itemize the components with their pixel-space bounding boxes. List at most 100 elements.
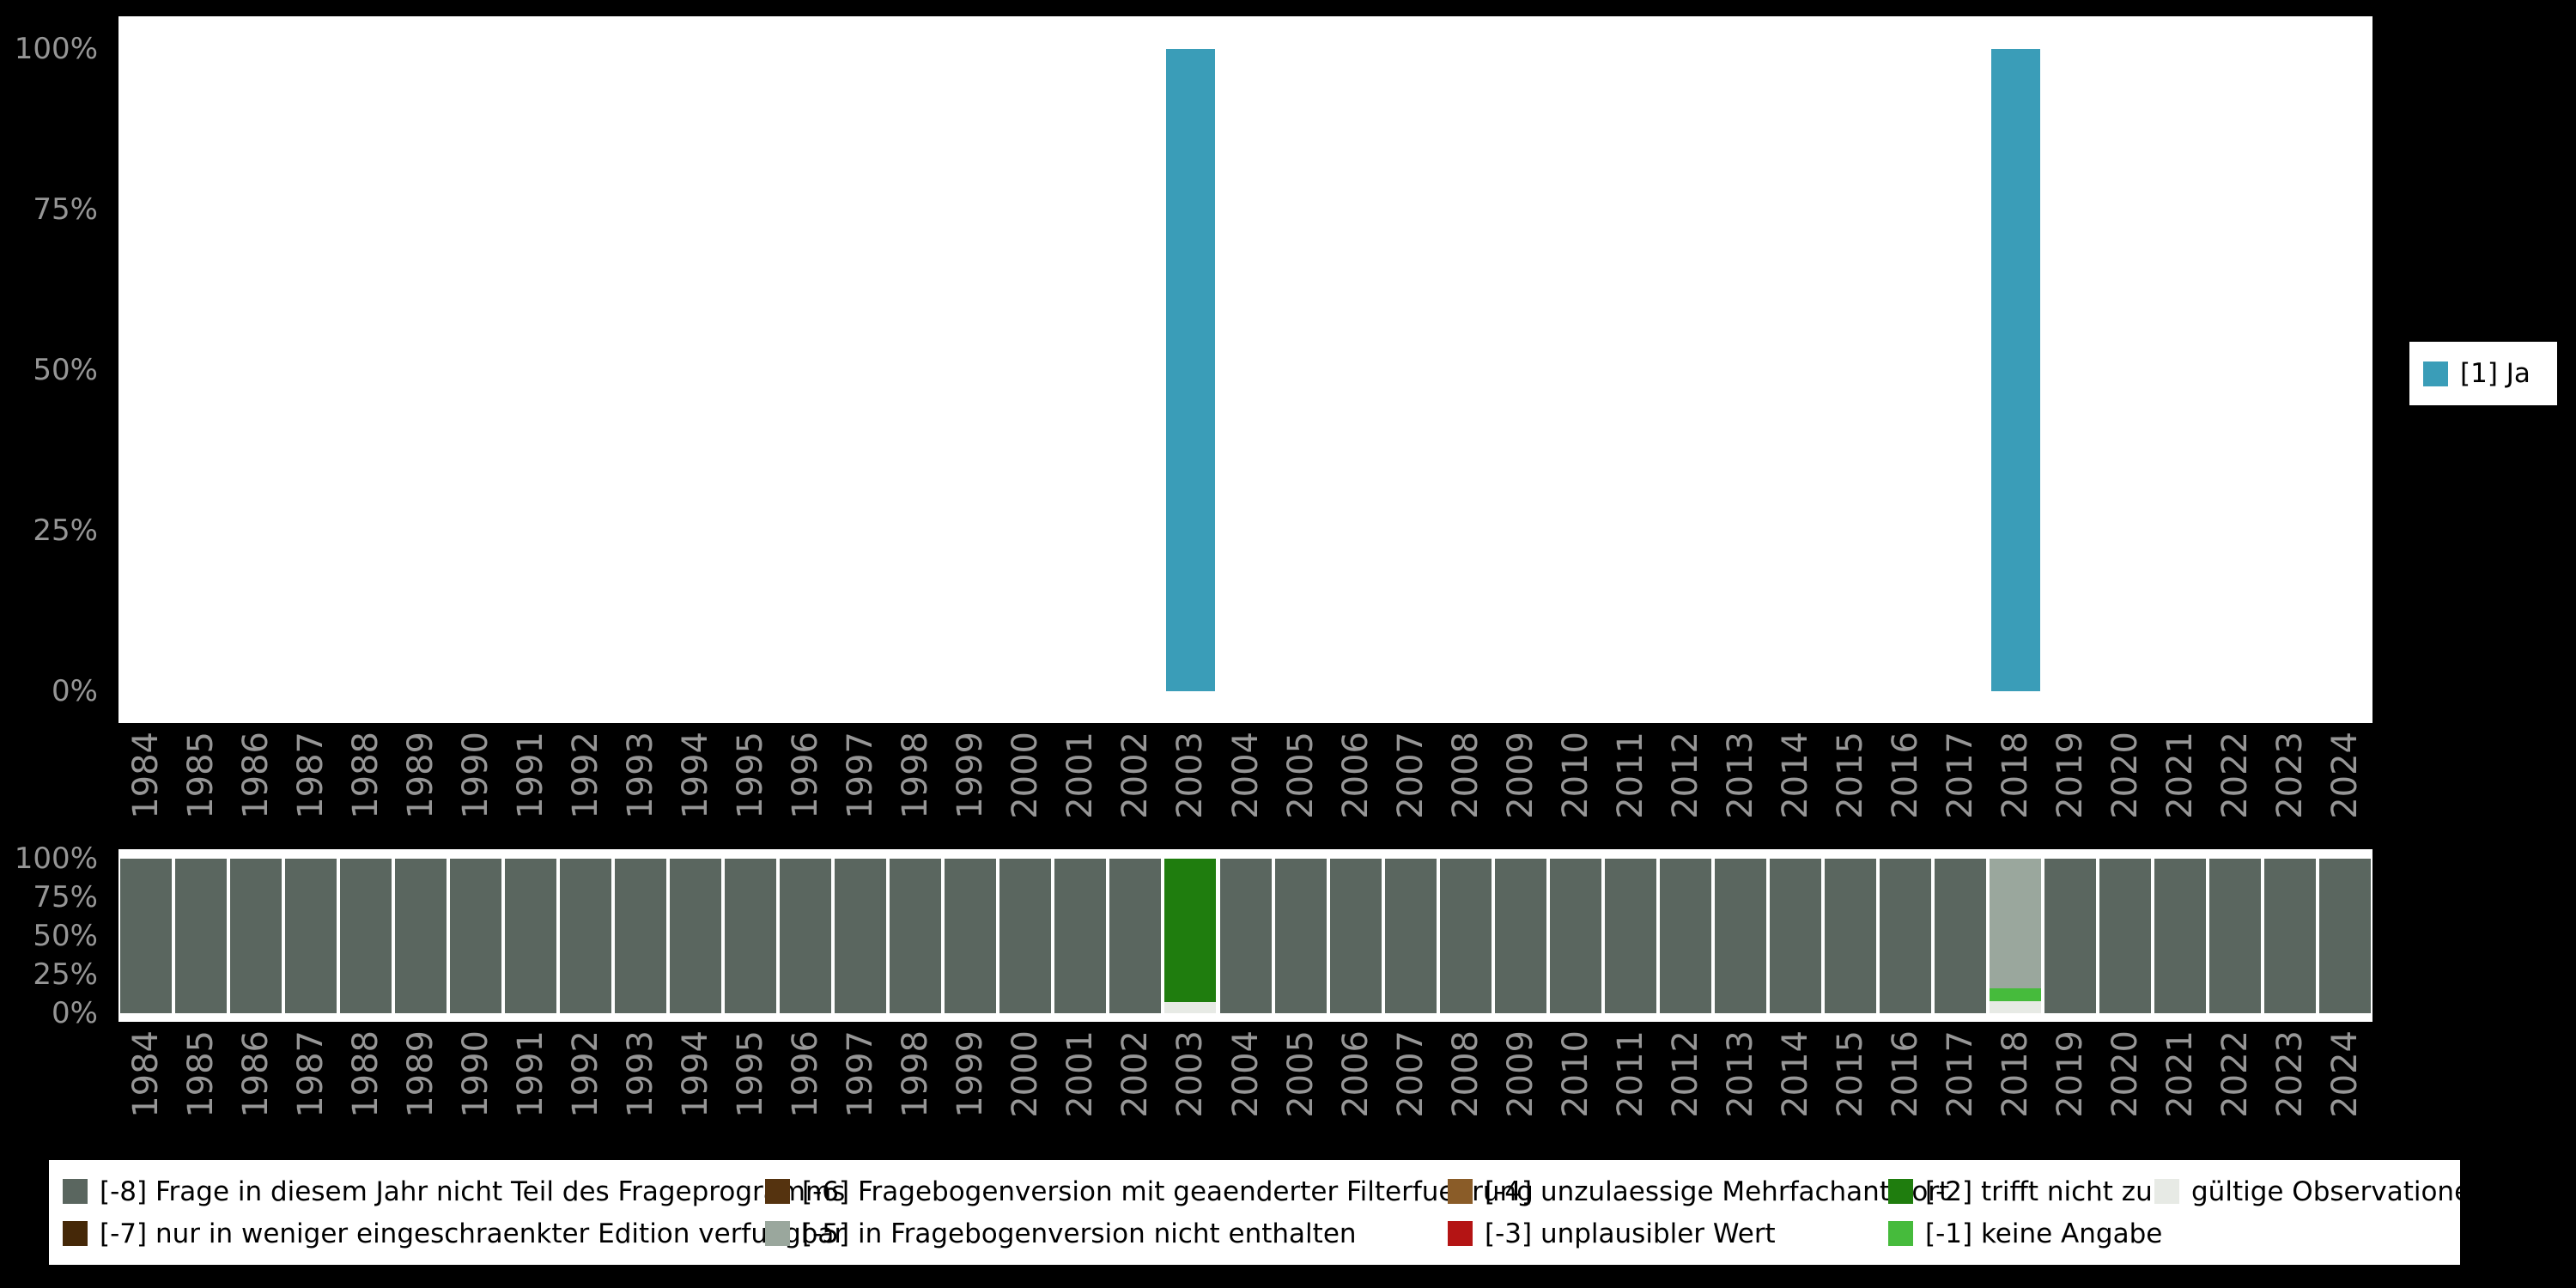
- y-tick-label-25: 25%: [33, 513, 98, 548]
- y-tick-label-100: 100%: [14, 32, 98, 66]
- segment-2006-m8: [1329, 859, 1382, 1013]
- segment-1987-m8: [285, 859, 337, 1013]
- x-tick-label-2006: 2006: [1335, 732, 1376, 819]
- segment-2005-m8: [1274, 859, 1327, 1013]
- segment-2024-m8: [2318, 859, 2371, 1013]
- legend-swatch-m2: [1888, 1179, 1913, 1204]
- x-tick-label-2009: 2009: [1500, 732, 1540, 819]
- answers-legend: [1] Ja: [2409, 342, 2557, 405]
- y-tick-label-0: 0%: [52, 996, 98, 1030]
- missings-x-axis: 1984 1985 1986 1987 1988 1989 1990 1991 1992 1993…: [118, 1030, 2372, 1159]
- x-tick-label-1984: 1984: [126, 732, 167, 819]
- legend-label-valid: gültige Observationen: [2191, 1176, 2488, 1207]
- legend-swatch-m3: [1448, 1221, 1473, 1246]
- x-tick-label-1985: 1985: [181, 1030, 222, 1118]
- x-tick-label-2003: 2003: [1170, 732, 1211, 819]
- x-tick-label-2016: 2016: [1885, 732, 1925, 819]
- x-tick-label-2003: 2003: [1170, 1030, 1211, 1118]
- y-tick-label-75: 75%: [33, 192, 98, 227]
- legend-item-m2: [-2] trifft nicht zu: [1888, 1176, 2154, 1207]
- segment-2004-m8: [1219, 859, 1272, 1013]
- x-tick-label-2007: 2007: [1390, 1030, 1431, 1118]
- x-tick-label-2010: 2010: [1555, 1030, 1595, 1118]
- x-tick-label-1986: 1986: [236, 732, 276, 819]
- legend-label-m4: [-4] unzulaessige Mehrfachantwort: [1485, 1176, 1950, 1207]
- segment-2010-m8: [1549, 859, 1601, 1013]
- x-tick-label-2014: 2014: [1775, 732, 1815, 819]
- x-tick-label-2007: 2007: [1390, 732, 1431, 819]
- segment-2022-m8: [2208, 859, 2261, 1013]
- legend-item-m6: [-6] Fragebogenversion mit geaenderter F…: [765, 1176, 1534, 1207]
- x-tick-label-2011: 2011: [1610, 732, 1650, 819]
- x-tick-label-2005: 2005: [1280, 732, 1321, 819]
- x-tick-label-2021: 2021: [2160, 732, 2200, 819]
- legend-item-m8: [-8] Frage in diesem Jahr nicht Teil des…: [63, 1176, 845, 1207]
- missings-y-axis: 100% 75% 50% 25% 0%: [0, 841, 108, 1030]
- x-tick-label-2010: 2010: [1555, 732, 1595, 819]
- segment-2007-m8: [1384, 859, 1437, 1013]
- x-tick-label-1987: 1987: [291, 732, 331, 819]
- x-tick-label-2013: 2013: [1720, 1030, 1760, 1118]
- x-tick-label-1997: 1997: [841, 732, 881, 819]
- segment-1991-m8: [505, 859, 557, 1013]
- legend-swatch-ja: [2423, 361, 2448, 386]
- segment-2020-m8: [2099, 859, 2151, 1013]
- x-tick-label-2008: 2008: [1445, 732, 1485, 819]
- segment-2008-m8: [1439, 859, 1492, 1013]
- x-tick-label-2016: 2016: [1885, 1030, 1925, 1118]
- segment-1986-m8: [230, 859, 283, 1013]
- bar-2018-ja: [1990, 49, 2040, 691]
- legend-label-m1: [-1] keine Angabe: [1925, 1218, 2163, 1249]
- x-tick-label-1988: 1988: [346, 732, 386, 819]
- x-tick-label-2005: 2005: [1280, 1030, 1321, 1118]
- x-tick-label-1998: 1998: [896, 1030, 936, 1118]
- x-tick-label-2023: 2023: [2269, 1030, 2310, 1118]
- legend-label-m2: [-2] trifft nicht zu: [1925, 1176, 2153, 1207]
- x-tick-label-2015: 2015: [1830, 732, 1870, 819]
- x-tick-label-2012: 2012: [1665, 1030, 1705, 1118]
- x-tick-label-2002: 2002: [1115, 1030, 1156, 1118]
- x-tick-label-2009: 2009: [1500, 1030, 1540, 1118]
- x-tick-label-2000: 2000: [1005, 732, 1046, 819]
- segment-2019-m8: [2044, 859, 2096, 1013]
- segment-1996-m8: [780, 859, 832, 1013]
- missings-plot-inner: [118, 859, 2372, 1013]
- x-tick-label-2001: 2001: [1060, 1030, 1101, 1118]
- segment-2018-m1: [1989, 988, 2041, 1001]
- x-tick-label-1989: 1989: [401, 1030, 441, 1118]
- x-tick-label-1989: 1989: [401, 732, 441, 819]
- x-tick-label-2023: 2023: [2269, 732, 2310, 819]
- segment-2013-m8: [1714, 859, 1766, 1013]
- x-tick-label-2017: 2017: [1940, 1030, 1980, 1118]
- missings-legend: [-8] Frage in diesem Jahr nicht Teil des…: [49, 1160, 2488, 1265]
- legend-swatch-m5: [765, 1221, 790, 1246]
- x-tick-label-2013: 2013: [1720, 732, 1760, 819]
- segment-1997-m8: [835, 859, 887, 1013]
- segment-1993-m8: [615, 859, 667, 1013]
- x-tick-label-1995: 1995: [731, 732, 771, 819]
- answers-y-axis: 100% 75% 50% 25% 0%: [0, 32, 108, 708]
- x-tick-label-1990: 1990: [456, 1030, 496, 1118]
- segment-1999-m8: [945, 859, 997, 1013]
- x-tick-label-1995: 1995: [731, 1030, 771, 1118]
- x-tick-label-1994: 1994: [676, 732, 716, 819]
- x-tick-label-2020: 2020: [2105, 732, 2145, 819]
- x-tick-label-1985: 1985: [181, 732, 222, 819]
- segment-2014-m8: [1769, 859, 1821, 1013]
- y-tick-label-25: 25%: [33, 957, 98, 992]
- segment-2017-m8: [1934, 859, 1986, 1013]
- x-tick-label-1992: 1992: [566, 732, 606, 819]
- x-tick-label-1998: 1998: [896, 732, 936, 819]
- y-tick-label-100: 100%: [14, 841, 98, 876]
- legend-item-valid: gültige Observationen: [2154, 1176, 2488, 1207]
- x-tick-label-2018: 2018: [1995, 1030, 2035, 1118]
- x-tick-label-1993: 1993: [621, 1030, 661, 1118]
- y-tick-label-75: 75%: [33, 880, 98, 914]
- x-tick-label-1986: 1986: [236, 1030, 276, 1118]
- x-tick-label-2024: 2024: [2324, 1030, 2365, 1118]
- segment-2012-m8: [1659, 859, 1711, 1013]
- x-tick-label-1999: 1999: [951, 1030, 991, 1118]
- x-tick-label-1988: 1988: [346, 1030, 386, 1118]
- segment-2023-m8: [2263, 859, 2316, 1013]
